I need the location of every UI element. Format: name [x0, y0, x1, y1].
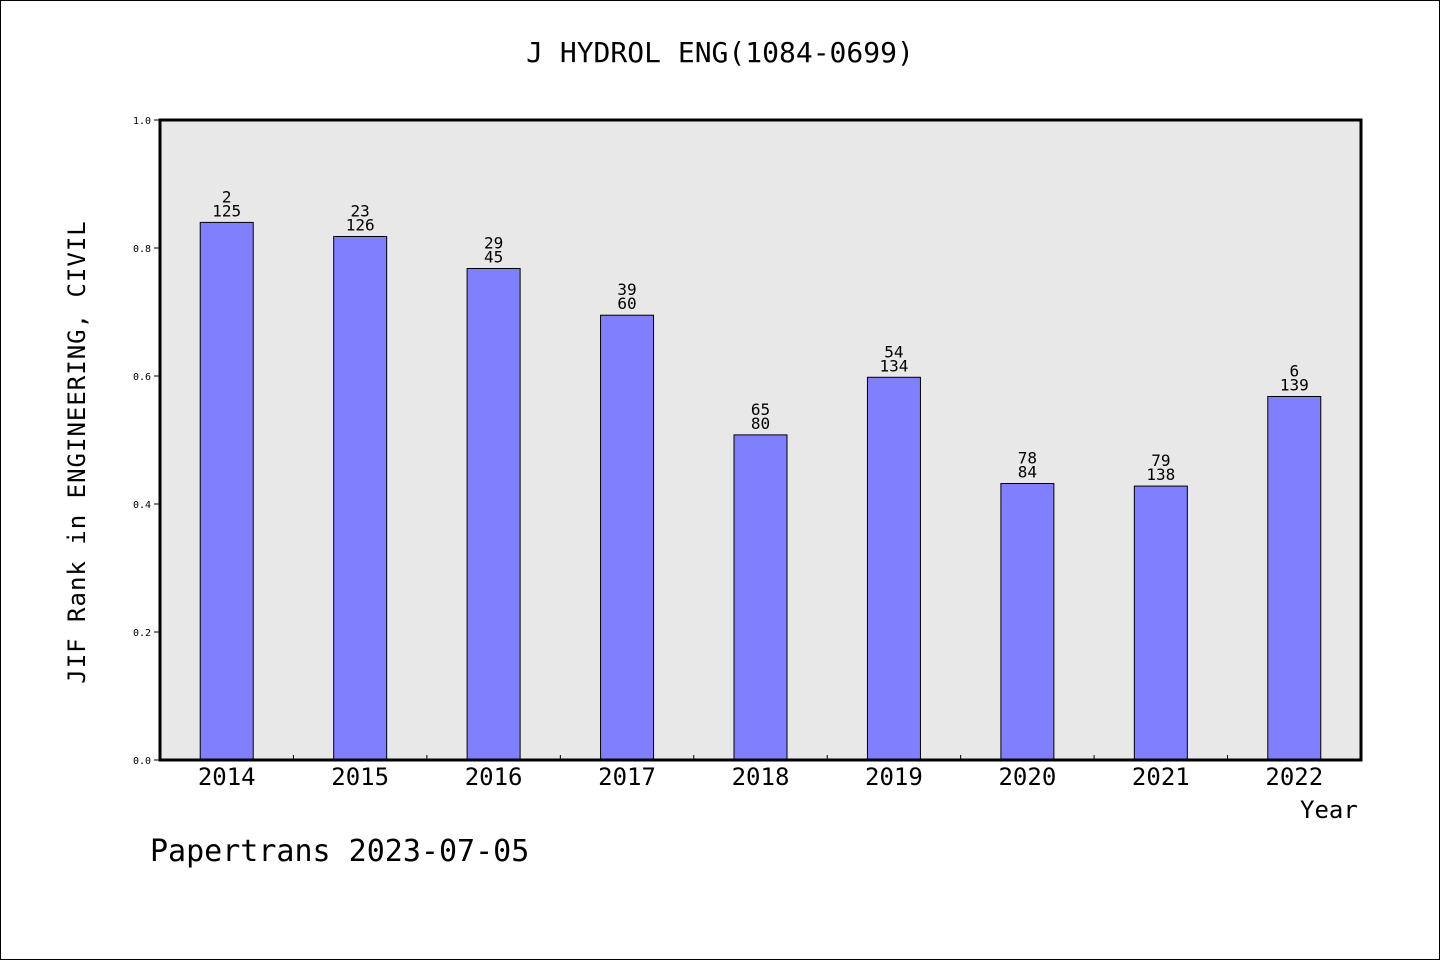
y-tick-label: 0.4: [133, 500, 151, 511]
bar-total-label: 84: [1018, 463, 1037, 482]
bar-rank-label: 39: [617, 280, 636, 299]
bar-total-label: 134: [879, 356, 908, 375]
x-tick-label: 2014: [198, 763, 256, 791]
bar-2021: [1133, 485, 1188, 761]
x-tick-label: 2022: [1265, 763, 1323, 791]
y-tick-label: 1.0: [133, 116, 151, 127]
bar-total-label: 80: [751, 414, 770, 433]
bar-2014: [199, 221, 254, 761]
x-tick-label: 2016: [465, 763, 523, 791]
x-tick-label: 2021: [1132, 763, 1190, 791]
footer-source-date: Papertrans 2023-07-05: [150, 834, 530, 869]
bar-total-label: 60: [617, 294, 636, 313]
bar-rank-label: 29: [484, 233, 503, 252]
bar-total-label: 45: [484, 247, 503, 266]
bar-2022: [1267, 395, 1322, 761]
y-tick-label: 0.8: [133, 244, 151, 255]
bar-rank-label: 79: [1151, 451, 1170, 470]
x-tick-label: 2015: [331, 763, 389, 791]
bar-rank-label: 54: [884, 342, 903, 361]
bar-2019: [866, 376, 921, 761]
bar-total-label: 126: [346, 215, 375, 234]
bar-total-label: 139: [1280, 375, 1309, 394]
bar-2016: [466, 267, 521, 761]
plot-border: [158, 118, 1363, 762]
bar-rank-label: 78: [1018, 449, 1037, 468]
bar-2020: [1000, 483, 1055, 761]
bar-rank-label: 65: [751, 400, 770, 419]
bar-rank-label: 23: [351, 201, 370, 220]
y-tick-label: 0.0: [133, 756, 151, 767]
bar-2017: [600, 314, 655, 761]
bar-2015: [333, 235, 388, 761]
bar-rank-label: 6: [1289, 361, 1299, 380]
bar-total-label: 125: [212, 201, 241, 220]
x-tick-label: 2018: [732, 763, 790, 791]
x-tick-label: 2017: [598, 763, 656, 791]
x-tick-label: 2020: [998, 763, 1056, 791]
y-tick-label: 0.6: [133, 372, 151, 383]
x-axis-label: Year: [1300, 796, 1358, 824]
chart-title: J HYDROL ENG(1084-0699): [526, 36, 914, 69]
x-tick-label: 2019: [865, 763, 923, 791]
bar-rank-label: 2: [222, 187, 232, 206]
bar-total-label: 138: [1146, 465, 1175, 484]
bar-2018: [733, 434, 788, 761]
y-tick-label: 0.2: [133, 628, 151, 639]
